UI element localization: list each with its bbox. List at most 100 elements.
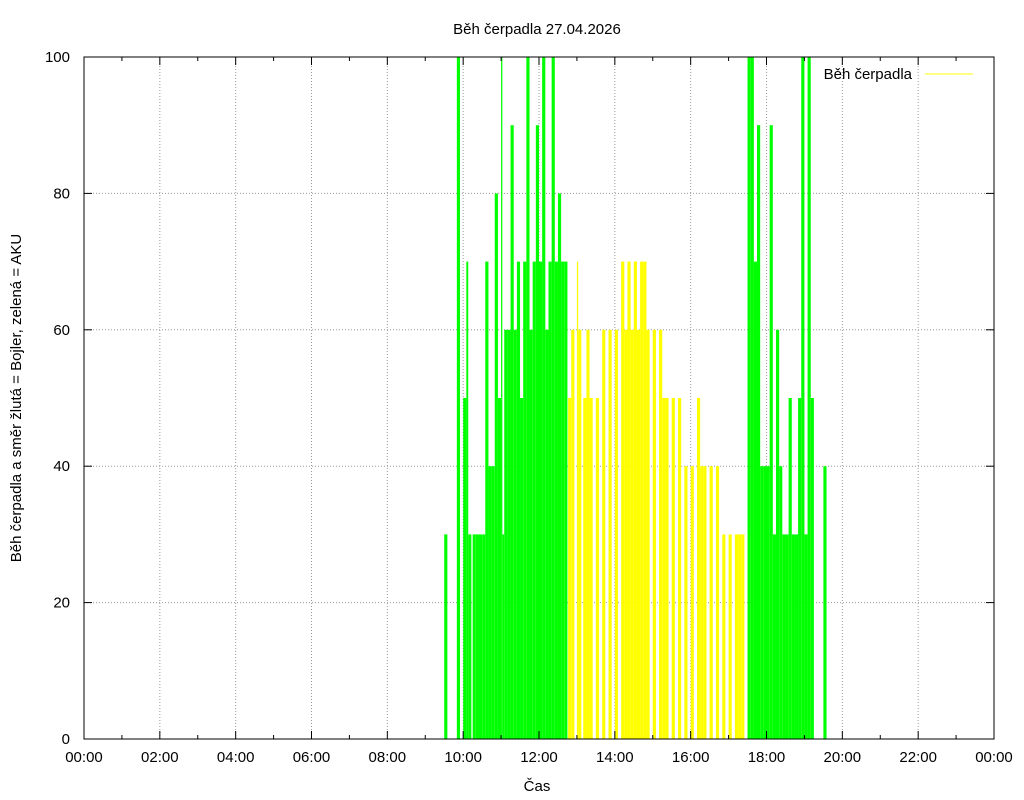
x-tick-label: 04:00 bbox=[217, 749, 255, 766]
y-tick-label: 80 bbox=[53, 185, 70, 202]
x-tick-label: 20:00 bbox=[824, 749, 862, 766]
bojler-bar bbox=[734, 534, 739, 739]
aku-bar bbox=[757, 125, 761, 739]
bojler-bar bbox=[624, 329, 628, 739]
y-tick-label: 20 bbox=[53, 595, 70, 612]
aku-bar bbox=[456, 57, 461, 739]
aku-bar bbox=[772, 534, 776, 739]
bojler-bar bbox=[696, 398, 701, 739]
bojler-bar bbox=[715, 466, 720, 739]
aku-bar bbox=[801, 57, 805, 739]
bojler-bar bbox=[665, 398, 669, 739]
aku-bar bbox=[823, 466, 827, 739]
bojler-bar bbox=[671, 398, 675, 739]
aku-bar bbox=[507, 329, 511, 739]
bojler-bar bbox=[636, 329, 641, 739]
aku-bar bbox=[548, 261, 552, 739]
y-tick-label: 40 bbox=[53, 458, 70, 475]
aku-bar bbox=[747, 57, 751, 739]
aku-bar bbox=[488, 466, 492, 739]
bojler-bar bbox=[640, 261, 644, 739]
aku-bar bbox=[763, 466, 767, 739]
aku-bar bbox=[791, 534, 795, 739]
bojler-bar bbox=[700, 466, 704, 739]
bojler-bar bbox=[662, 398, 666, 739]
aku-bar bbox=[785, 534, 789, 739]
bojler-bar bbox=[741, 534, 745, 739]
aku-bar bbox=[491, 466, 495, 739]
aku-bar bbox=[497, 398, 502, 739]
aku-bar bbox=[494, 193, 498, 739]
x-tick-label: 06:00 bbox=[293, 749, 331, 766]
bojler-bar bbox=[621, 261, 625, 739]
aku-bar bbox=[551, 57, 555, 739]
aku-bar bbox=[561, 261, 565, 739]
aku-bar bbox=[520, 398, 524, 739]
aku-bar bbox=[523, 261, 527, 739]
aku-bar bbox=[804, 534, 808, 739]
y-tick-label: 0 bbox=[62, 731, 70, 748]
aku-bar bbox=[468, 534, 472, 739]
x-tick-label: 12:00 bbox=[520, 749, 558, 766]
aku-bar bbox=[478, 534, 483, 739]
aku-bar bbox=[779, 466, 783, 739]
bojler-bar bbox=[643, 261, 647, 739]
axis-ticks bbox=[83, 56, 995, 740]
aku-bar bbox=[753, 261, 758, 739]
bojler-bar bbox=[684, 466, 688, 739]
bojler-bar bbox=[703, 466, 707, 739]
bojler-bar bbox=[568, 398, 572, 739]
aku-bar bbox=[794, 534, 799, 739]
aku-bar bbox=[466, 261, 469, 739]
bojler-bar bbox=[589, 398, 593, 739]
aku-bar bbox=[769, 125, 773, 739]
bojler-bar bbox=[678, 398, 682, 739]
x-tick-labels: 00:00 02:00 04:00 06:00 08:00 10:00 12:00 14:00… bbox=[65, 749, 1013, 766]
aku-bar bbox=[807, 57, 811, 739]
x-tick-label: 08:00 bbox=[369, 749, 407, 766]
aku-bar bbox=[542, 57, 546, 739]
aku-bar bbox=[444, 534, 448, 739]
x-tick-label: 10:00 bbox=[444, 749, 482, 766]
aku-bar bbox=[502, 534, 505, 739]
x-tick-label: 00:00 bbox=[975, 749, 1013, 766]
bojler-bar bbox=[690, 466, 694, 739]
aku-bar bbox=[526, 57, 530, 739]
x-tick-label: 02:00 bbox=[141, 749, 179, 766]
aku-bar bbox=[766, 466, 770, 739]
aku-bar bbox=[516, 261, 521, 739]
bojler-bar bbox=[602, 329, 606, 739]
bojler-bar bbox=[595, 398, 600, 739]
aku-bar bbox=[554, 261, 558, 739]
legend-label: Běh čerpadla bbox=[824, 66, 913, 83]
bojler-bar bbox=[586, 329, 590, 739]
x-tick-label: 14:00 bbox=[596, 749, 634, 766]
aku-bar bbox=[482, 534, 486, 739]
aku-bar bbox=[504, 329, 508, 739]
aku-bar bbox=[798, 398, 802, 739]
bojler-bar bbox=[608, 329, 612, 739]
bojler-bar bbox=[578, 329, 582, 739]
aku-bar bbox=[501, 57, 503, 739]
bojler-bar bbox=[583, 398, 587, 739]
bojler-bar bbox=[646, 329, 650, 739]
bojler-bar bbox=[630, 329, 634, 739]
aku-bar bbox=[775, 329, 780, 739]
chart-title: Běh čerpadla 27.04.2026 bbox=[453, 21, 621, 38]
aku-bar bbox=[532, 261, 536, 739]
aku-bar bbox=[564, 261, 568, 739]
bojler-bar bbox=[728, 534, 732, 739]
y-tick-labels: 0 20 40 60 80 100 bbox=[45, 49, 70, 748]
aku-bar bbox=[750, 57, 754, 739]
legend: Běh čerpadla bbox=[824, 66, 973, 83]
aku-bar bbox=[557, 193, 562, 739]
aku-bar bbox=[475, 534, 479, 739]
bojler-bar bbox=[709, 466, 713, 739]
x-tick-label: 16:00 bbox=[672, 749, 710, 766]
bojler-bar bbox=[738, 534, 742, 739]
x-tick-label: 18:00 bbox=[748, 749, 786, 766]
bojler-bar bbox=[659, 329, 663, 739]
aku-bar bbox=[782, 534, 786, 739]
x-axis-label: Čas bbox=[524, 778, 551, 795]
